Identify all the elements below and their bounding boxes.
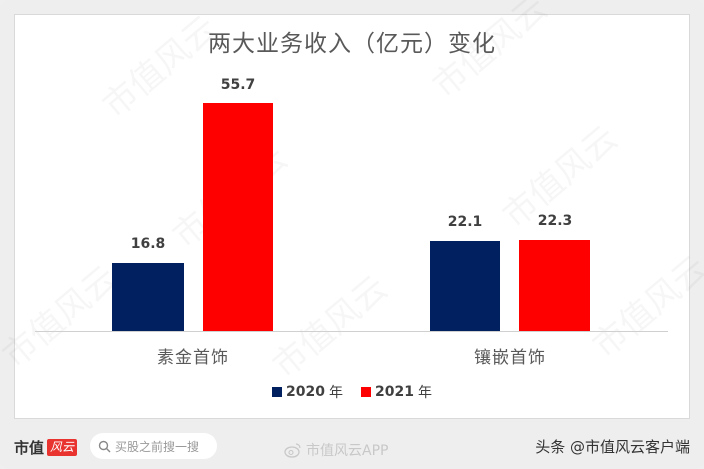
category-label: 素金首饰 <box>157 348 229 368</box>
bar-2021-xiangqian <box>519 240 590 331</box>
legend-year: 2021 <box>375 384 414 400</box>
weibo-text: 市值风云APP <box>306 443 389 459</box>
brand-logo: 市值 风云 <box>14 437 78 458</box>
legend-unit: 年 <box>329 385 343 401</box>
search-icon <box>98 440 111 452</box>
data-label: 22.1 <box>447 214 483 230</box>
toutiao-credit: 头条 @市值风云客户端 <box>535 438 690 456</box>
legend-unit: 年 <box>417 385 432 401</box>
x-axis-line <box>35 331 668 332</box>
brand-logo-badge: 风云 <box>47 439 78 456</box>
legend: 2020 年 2021 年 <box>0 382 704 402</box>
chart-title: 两大业务收入（亿元）变化 <box>208 31 496 57</box>
legend-swatch-icon <box>272 387 283 397</box>
data-label: 16.8 <box>130 236 166 252</box>
weibo-icon <box>284 443 301 458</box>
footer-bar: 市值 风云 买股之前搜一搜 市值风云APP 头条 @市值风云客户端 <box>0 428 704 464</box>
bar-2021-sujin <box>203 103 273 331</box>
bar-2020-sujin <box>112 263 184 331</box>
legend-item-2020: 2020 年 <box>272 382 343 402</box>
data-label: 22.3 <box>537 213 573 229</box>
search-placeholder: 买股之前搜一搜 <box>115 439 200 454</box>
category-label: 镶嵌首饰 <box>474 348 546 368</box>
weibo-credit: 市值风云APP <box>284 440 388 460</box>
brand-text: 市值 <box>14 439 45 457</box>
data-label: 55.7 <box>220 77 256 93</box>
legend-swatch-icon <box>361 387 371 397</box>
bar-2020-xiangqian <box>430 241 500 331</box>
search-box[interactable]: 买股之前搜一搜 <box>90 433 217 459</box>
legend-year: 2020 <box>286 384 325 400</box>
legend-item-2021: 2021 年 <box>361 382 432 402</box>
chart-panel <box>14 14 690 419</box>
